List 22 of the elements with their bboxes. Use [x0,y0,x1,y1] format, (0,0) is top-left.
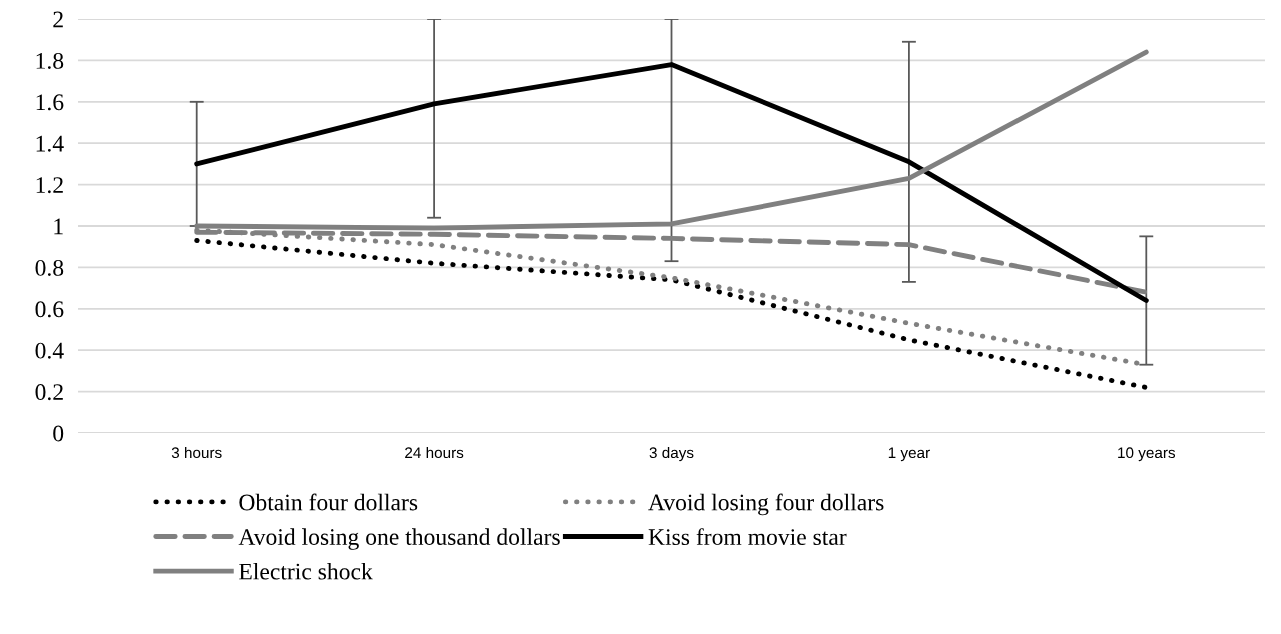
y-tick-label: 0.8 [35,259,64,276]
y-tick-label: 0.6 [35,301,64,318]
y-tick-label: 0 [53,425,64,442]
legend-label: Avoid losing one thousand dollars [238,528,560,550]
y-tick-label: 1.4 [36,135,64,152]
line-series [194,238,1149,390]
legend-label: Avoid losing four dollars [648,493,884,516]
y-tick-label: 2 [53,11,63,28]
x-tick-label: 3 days [649,446,694,462]
x-tick-label: 3 hours [171,446,222,459]
y-tick-label: 1 [54,218,63,235]
y-tick-label: 0.4 [35,342,64,359]
x-tick-label: 10 years [1118,447,1176,462]
y-tick-label: 1.6 [36,94,64,111]
y-tick-label: 1.2 [36,177,63,194]
legend-label: Obtain four dollars [239,493,418,511]
x-tick-label: 1 year [888,447,930,462]
y-tick-label: 0.2 [35,384,63,401]
legend-label: Electric shock [239,562,373,580]
legend-label: Kiss from movie star [648,528,847,546]
y-tick-label: 1.8 [36,52,64,69]
x-tick-label: 24 hours [405,446,464,459]
